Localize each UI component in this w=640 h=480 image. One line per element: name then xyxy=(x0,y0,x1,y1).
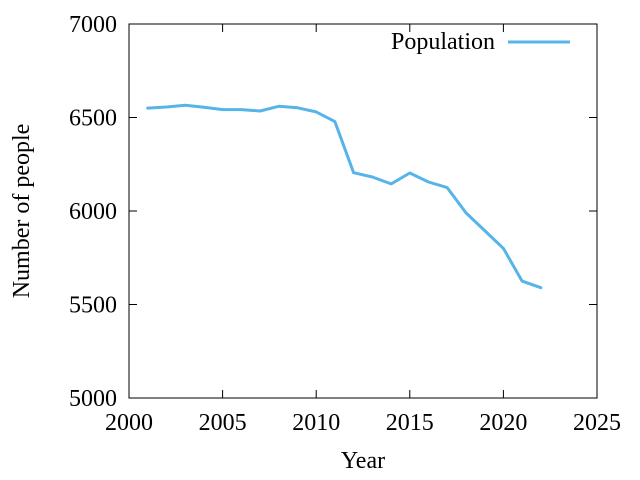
y-tick-label-6500: 6500 xyxy=(69,106,117,132)
x-axis-title: Year xyxy=(341,448,385,474)
x-tick-label-2025: 2025 xyxy=(573,410,621,436)
y-tick-label-6000: 6000 xyxy=(69,199,117,225)
legend-label-population: Population xyxy=(391,29,495,55)
y-tick-label-5500: 5500 xyxy=(69,293,117,319)
legend: Population xyxy=(391,29,570,55)
series-line-population xyxy=(146,103,543,290)
y-axis-title: Number of people xyxy=(9,124,35,299)
series-layer xyxy=(146,103,543,290)
y-tick-label-5000: 5000 xyxy=(69,386,117,412)
x-tick-label-2000: 2000 xyxy=(105,410,153,436)
x-tick-label-2020: 2020 xyxy=(479,410,527,436)
y-tick-label-7000: 7000 xyxy=(69,12,117,38)
x-tick-label-2015: 2015 xyxy=(386,410,434,436)
x-tick-label-2005: 2005 xyxy=(199,410,247,436)
x-tick-label-2010: 2010 xyxy=(292,410,340,436)
plot-frame xyxy=(128,23,598,399)
y-axis: 5000 5500 6000 6500 7000 xyxy=(69,12,597,412)
x-axis: 2000 2005 2010 2015 2020 2025 xyxy=(105,24,621,436)
